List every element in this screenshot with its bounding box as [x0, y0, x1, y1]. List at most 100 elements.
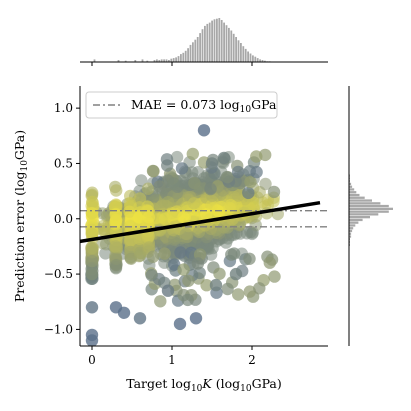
data-point	[182, 274, 195, 287]
top-histogram-bar	[196, 37, 199, 62]
data-point	[85, 267, 99, 281]
right-histogram-bar	[349, 185, 353, 188]
top-histogram-bar	[194, 39, 197, 62]
data-point	[154, 295, 167, 308]
right-histogram-bar	[349, 210, 389, 213]
top-histogram-bar	[247, 51, 249, 62]
data-point	[221, 170, 234, 184]
top-histogram-bar	[252, 55, 254, 62]
top-histogram-bar	[228, 27, 230, 62]
data-point	[109, 198, 123, 211]
data-point	[268, 270, 281, 283]
right-histogram-bar	[349, 235, 352, 238]
data-point	[243, 252, 256, 265]
data-point	[189, 312, 203, 325]
right-histogram-bar	[349, 182, 352, 186]
data-point	[168, 233, 181, 246]
right-histogram-bar	[349, 196, 365, 199]
y-axis-label: Prediction error (log10GPa)	[12, 130, 30, 302]
data-point	[86, 186, 99, 199]
right-histogram-bar	[349, 224, 356, 227]
y-tick-label: 1.0	[54, 101, 73, 115]
x-tick-label: 1	[168, 353, 176, 367]
data-point	[110, 184, 123, 197]
data-point	[143, 241, 156, 254]
top-histogram-bar	[199, 33, 201, 62]
y-tick-label: 0.5	[54, 156, 73, 170]
data-point	[160, 153, 174, 166]
top-histogram-bar	[165, 59, 168, 62]
data-point	[267, 185, 281, 199]
top-histogram-bar	[141, 59, 144, 62]
top-histogram-bar	[189, 44, 192, 62]
data-point	[85, 334, 99, 346]
data-point	[209, 278, 223, 292]
right-histogram-bar	[349, 218, 363, 222]
fit-line-group	[80, 200, 321, 244]
right-histogram-bar	[349, 188, 355, 191]
data-point	[146, 250, 160, 263]
data-point	[197, 124, 211, 137]
top-histogram-bar	[206, 23, 209, 62]
top-histogram-bar	[261, 60, 264, 62]
data-point	[146, 164, 160, 178]
data-point	[253, 282, 266, 295]
data-point	[221, 282, 234, 296]
data-point	[205, 157, 219, 170]
data-point	[250, 165, 263, 179]
data-point	[110, 259, 123, 272]
data-point	[86, 195, 99, 209]
top-histogram-bar	[264, 60, 266, 62]
top-histogram-bar	[182, 52, 185, 62]
top-histogram-bar	[170, 58, 173, 62]
top-histogram-bar	[254, 56, 257, 62]
data-point	[86, 241, 100, 255]
data-point	[177, 211, 190, 224]
data-point	[133, 312, 147, 325]
right-histogram-bar	[349, 232, 352, 235]
top-histogram-bar	[201, 29, 204, 62]
top-histogram-bar	[256, 58, 259, 62]
x-tick-label: 2	[248, 353, 256, 367]
right-marginal-histogram	[349, 174, 393, 246]
right-histogram-bar	[349, 207, 393, 210]
top-histogram-bar	[230, 30, 233, 62]
data-point	[135, 174, 148, 187]
mae-lines	[80, 209, 328, 228]
data-point	[175, 162, 189, 175]
top-histogram-bar	[124, 60, 127, 62]
y-tick-label: −0.5	[44, 267, 73, 281]
data-point	[263, 256, 276, 269]
top-histogram-bar	[177, 56, 180, 62]
data-point	[133, 192, 147, 205]
data-point	[177, 263, 190, 276]
right-histogram-bar	[349, 199, 372, 202]
legend-box	[85, 91, 278, 119]
right-histogram-bar	[349, 213, 379, 216]
data-point	[117, 306, 131, 319]
data-point	[173, 317, 187, 331]
data-point	[158, 212, 172, 226]
data-point	[213, 267, 226, 280]
top-histogram-bar	[192, 42, 194, 62]
data-point	[259, 177, 272, 191]
top-histogram-bar	[225, 25, 228, 62]
data-point	[231, 165, 245, 179]
top-histogram-bar	[117, 60, 120, 62]
data-point	[250, 150, 263, 163]
top-histogram-bar	[232, 33, 235, 62]
data-point	[141, 182, 155, 195]
data-point	[170, 150, 184, 164]
fit-line	[80, 200, 321, 244]
top-histogram-bar	[240, 43, 242, 62]
data-point	[168, 258, 181, 271]
right-histogram-bar	[349, 229, 353, 233]
top-histogram-bar	[237, 40, 240, 62]
top-marginal-histogram	[93, 18, 271, 63]
data-point	[161, 196, 175, 209]
right-histogram-bar	[349, 221, 359, 224]
top-histogram-bar	[172, 58, 175, 62]
data-point	[85, 254, 99, 268]
top-histogram-bar	[211, 20, 213, 63]
